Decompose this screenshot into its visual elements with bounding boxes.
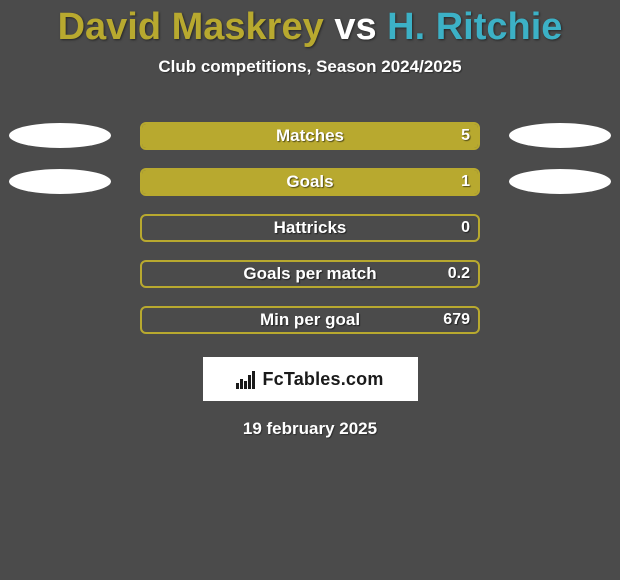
stat-bar-track [140, 306, 480, 334]
comparison-infographic: David Maskrey vs H. Ritchie Club competi… [0, 0, 620, 580]
chart-icon [236, 369, 258, 389]
player1-marker [9, 123, 111, 148]
title-player1: David Maskrey [58, 6, 324, 48]
stat-row: Min per goal679 [0, 299, 620, 345]
stats-container: Matches5Goals1Hattricks0Goals per match0… [0, 115, 620, 345]
player1-marker [9, 169, 111, 194]
stat-bar-fill-player2 [142, 170, 478, 194]
stat-row: Goals1 [0, 161, 620, 207]
stat-bar-track [140, 168, 480, 196]
stat-bar-fill-player2 [142, 124, 478, 148]
stat-row: Hattricks0 [0, 207, 620, 253]
player2-marker [509, 123, 611, 148]
brand-text: FcTables.com [262, 369, 383, 390]
stat-bar-track [140, 214, 480, 242]
stat-row: Goals per match0.2 [0, 253, 620, 299]
stat-bar-track [140, 122, 480, 150]
stat-bar-track [140, 260, 480, 288]
title-vs: vs [334, 6, 376, 48]
stat-row: Matches5 [0, 115, 620, 161]
page-title: David Maskrey vs H. Ritchie [0, 0, 620, 49]
title-player2: H. Ritchie [387, 6, 562, 48]
brand-badge: FcTables.com [203, 357, 418, 401]
date-line: 19 february 2025 [0, 419, 620, 439]
player2-marker [509, 169, 611, 194]
subtitle: Club competitions, Season 2024/2025 [0, 57, 620, 77]
